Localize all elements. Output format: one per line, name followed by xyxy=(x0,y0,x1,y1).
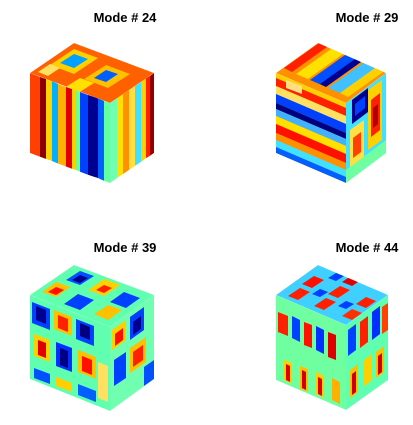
left-face-lobe xyxy=(304,322,312,348)
top-face-band xyxy=(310,50,366,86)
right-face-stripe xyxy=(117,94,123,178)
top-face-lobe xyxy=(338,301,354,309)
right-face-lobe xyxy=(352,371,356,395)
left-face-stripe xyxy=(88,95,98,178)
left-face-band xyxy=(276,140,346,177)
right-face-lobe xyxy=(382,303,388,334)
panel-mode-24: Mode # 24 xyxy=(14,0,220,212)
left-face-band xyxy=(276,86,346,124)
left-face-band xyxy=(276,109,346,146)
cube-mode-29 xyxy=(276,43,386,183)
left-face-stripe xyxy=(66,87,72,169)
left-face-band xyxy=(276,133,346,170)
right-face-stripe xyxy=(123,90,129,174)
top-face-blob xyxy=(48,287,64,295)
left-face-stripe xyxy=(104,101,110,183)
top-face-lobe xyxy=(328,273,344,281)
left-face-stripe xyxy=(52,81,58,164)
top-face-band xyxy=(296,44,350,79)
left-face-blob xyxy=(34,368,50,384)
left-face-blob xyxy=(38,340,46,358)
right-face-stripe xyxy=(150,73,154,156)
panel-mode-39: Mode # 39 xyxy=(14,212,220,424)
left-face-stripe xyxy=(30,73,40,157)
top-face-lobe xyxy=(312,289,328,297)
left-face-band xyxy=(276,124,346,163)
panel-title: Mode # 29 xyxy=(335,10,399,25)
right-face-lobe xyxy=(372,306,380,340)
cube-mode-44 xyxy=(276,265,388,410)
right-face-lobe xyxy=(378,353,382,375)
right-face-blob xyxy=(133,316,141,335)
left-face-lobe xyxy=(318,377,322,396)
right-face-stripe xyxy=(141,78,146,162)
left-face-lobe xyxy=(332,378,340,404)
left-face-lobe xyxy=(328,332,336,360)
top-face-band xyxy=(340,63,386,97)
right-face-stripe xyxy=(129,86,135,170)
top-face-band xyxy=(320,54,368,87)
left-face-stripe xyxy=(76,90,80,172)
top-face-blob xyxy=(96,285,112,293)
left-face-blob xyxy=(56,377,72,392)
left-face-lobe xyxy=(286,364,290,382)
left-face-blob xyxy=(60,348,68,368)
left-face-blob xyxy=(98,362,108,402)
right-face-blob xyxy=(115,328,123,346)
top-face-blob xyxy=(72,275,88,283)
right-face-blob xyxy=(144,360,154,386)
top-face-lobe xyxy=(288,288,310,300)
left-face-lobe xyxy=(278,312,288,336)
top-face-blob xyxy=(94,305,122,320)
left-face-stripe xyxy=(72,89,76,170)
top-face-blob xyxy=(64,294,94,310)
left-face-stripe xyxy=(58,84,66,167)
left-face-blob xyxy=(58,315,68,332)
left-face-band xyxy=(276,147,346,183)
top-face-lobe xyxy=(314,298,336,310)
panel-title: Mode # 44 xyxy=(335,240,399,255)
right-face-stripe xyxy=(135,82,141,166)
top-face-lobe xyxy=(342,309,362,320)
right-face-lobe xyxy=(364,354,372,386)
top-face-blob xyxy=(110,292,140,308)
left-face-lobe xyxy=(302,370,306,390)
right-face-blob xyxy=(133,345,143,367)
right-face-stripe xyxy=(146,76,150,158)
right-face-blob xyxy=(114,352,126,386)
panel-mode-44: Mode # 44 xyxy=(200,212,406,424)
panel-mode-29: Mode # 29 xyxy=(200,0,406,212)
left-face-blob xyxy=(82,356,92,375)
left-face-band xyxy=(276,94,346,133)
top-face-band xyxy=(328,58,382,93)
cube-mode-24 xyxy=(30,43,154,183)
panel-title: Mode # 39 xyxy=(93,240,157,255)
right-face-lobe xyxy=(360,316,368,348)
cube-mode-39 xyxy=(30,265,154,411)
top-face-lobe xyxy=(356,297,376,308)
left-face-band xyxy=(276,103,346,139)
left-face-stripe xyxy=(46,79,52,161)
top-face-band xyxy=(284,43,334,72)
left-face-band xyxy=(276,116,346,154)
left-face-lobe xyxy=(316,326,324,354)
right-face-lobe xyxy=(348,324,356,356)
left-face-blob xyxy=(36,306,46,324)
panel-title: Mode # 24 xyxy=(93,10,157,25)
top-face-lobe xyxy=(328,286,350,298)
left-face-stripe xyxy=(40,77,46,159)
right-face-stripe xyxy=(110,98,117,183)
left-face-blob xyxy=(78,384,96,402)
left-face-lobe xyxy=(292,316,300,342)
left-face-blob xyxy=(80,323,90,340)
left-face-stripe xyxy=(80,92,88,175)
top-face-lobe xyxy=(302,276,324,288)
left-face-stripe xyxy=(98,98,104,181)
